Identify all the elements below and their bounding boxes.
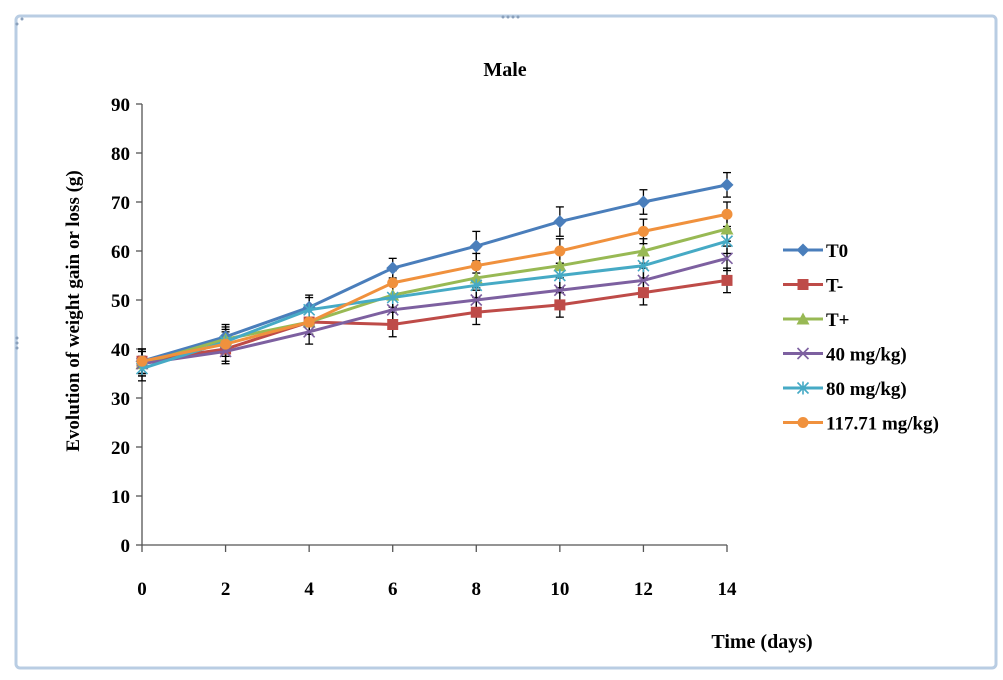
data-point bbox=[386, 261, 400, 275]
legend-marker bbox=[797, 279, 809, 290]
x-axis-ticks: 0 2 4 6 8 10 12 14 bbox=[137, 545, 737, 600]
y-tick-label: 10 bbox=[111, 487, 130, 508]
x-tick-label: 12 bbox=[634, 579, 653, 600]
axes bbox=[141, 104, 727, 546]
data-point bbox=[220, 338, 232, 350]
data-point bbox=[470, 278, 483, 292]
data-point bbox=[721, 208, 733, 220]
data-point bbox=[553, 284, 566, 297]
data-point bbox=[637, 225, 649, 237]
data-point bbox=[470, 293, 483, 307]
x-tick-label: 6 bbox=[388, 579, 398, 600]
legend-marker bbox=[796, 381, 810, 395]
legend-marker bbox=[796, 312, 810, 325]
y-tick-label: 50 bbox=[111, 291, 130, 312]
data-point bbox=[636, 244, 650, 257]
resize-handle-corner[interactable] bbox=[15, 17, 24, 26]
data-point bbox=[720, 252, 734, 265]
legend-marker bbox=[796, 347, 810, 360]
data-point bbox=[303, 303, 316, 317]
data-point bbox=[720, 234, 734, 248]
y-tick-label: 30 bbox=[111, 389, 130, 410]
legend-label: 40 mg/kg) bbox=[826, 345, 907, 366]
chart-border bbox=[14, 14, 998, 670]
x-axis-label: Time (days) bbox=[711, 631, 812, 653]
x-tick-label: 4 bbox=[304, 579, 314, 600]
y-tick-label: 80 bbox=[111, 144, 130, 165]
data-point bbox=[554, 299, 566, 311]
legend-entry: T+ bbox=[783, 310, 850, 331]
y-tick-label: 0 bbox=[121, 536, 131, 557]
legend-label: T- bbox=[826, 276, 843, 297]
series-line bbox=[141, 278, 728, 363]
data-point bbox=[469, 271, 483, 284]
x-tick-label: 0 bbox=[137, 579, 147, 600]
data-point bbox=[637, 274, 650, 287]
series-layer bbox=[135, 171, 734, 382]
data-point bbox=[469, 239, 483, 253]
y-tick-label: 90 bbox=[111, 95, 130, 116]
chart-title: Male bbox=[483, 59, 526, 81]
series-line bbox=[141, 183, 728, 363]
data-point bbox=[136, 355, 148, 367]
legend-label: T0 bbox=[826, 241, 848, 262]
data-point bbox=[720, 222, 734, 235]
data-point bbox=[636, 195, 650, 209]
data-point bbox=[637, 259, 650, 273]
legend-entry: 117.71 mg/kg) bbox=[783, 414, 939, 435]
series-4 bbox=[135, 234, 734, 376]
series-line bbox=[141, 212, 728, 363]
y-tick-label: 70 bbox=[111, 193, 130, 214]
legend-label: 80 mg/kg) bbox=[826, 379, 907, 400]
data-point bbox=[303, 316, 315, 328]
series-line bbox=[141, 256, 728, 366]
legend: T0 T- T+ 40 mg/kg) 80 mg/kg) 117.71 mg/kg) bbox=[783, 241, 939, 435]
legend-entry: 80 mg/kg) bbox=[783, 379, 907, 400]
x-tick-label: 10 bbox=[550, 579, 569, 600]
data-point bbox=[554, 245, 566, 257]
x-tick-label: 2 bbox=[221, 579, 231, 600]
resize-handle-left[interactable] bbox=[15, 336, 19, 350]
resize-handle-top[interactable] bbox=[501, 15, 520, 19]
series-line bbox=[141, 239, 728, 371]
data-point bbox=[387, 277, 399, 289]
x-tick-label: 14 bbox=[718, 579, 738, 600]
data-point bbox=[303, 325, 316, 338]
data-point bbox=[637, 287, 649, 299]
y-axis-ticks: 0 10 20 30 40 50 60 70 80 90 bbox=[111, 95, 142, 557]
data-point bbox=[721, 274, 733, 286]
series-5 bbox=[136, 208, 733, 367]
legend-marker bbox=[797, 417, 809, 428]
y-tick-label: 40 bbox=[111, 340, 130, 361]
y-axis-label: Evolution of weight gain or loss (g) bbox=[63, 170, 84, 452]
legend-entry: T- bbox=[783, 276, 843, 297]
data-point bbox=[553, 269, 566, 282]
legend-label: T+ bbox=[826, 310, 850, 331]
legend-entry: T0 bbox=[783, 241, 848, 262]
data-point bbox=[553, 259, 567, 272]
legend-marker bbox=[796, 243, 810, 257]
data-point bbox=[386, 303, 399, 316]
legend-label: 117.71 mg/kg) bbox=[826, 414, 939, 435]
data-point bbox=[553, 215, 567, 229]
x-tick-label: 8 bbox=[472, 579, 482, 600]
y-tick-label: 60 bbox=[111, 242, 130, 263]
data-point bbox=[470, 260, 482, 272]
data-point bbox=[470, 306, 482, 318]
data-point bbox=[386, 291, 399, 305]
legend-entry: 40 mg/kg) bbox=[783, 345, 907, 366]
data-point bbox=[387, 319, 399, 330]
data-point bbox=[720, 178, 734, 192]
y-tick-label: 20 bbox=[111, 438, 130, 459]
